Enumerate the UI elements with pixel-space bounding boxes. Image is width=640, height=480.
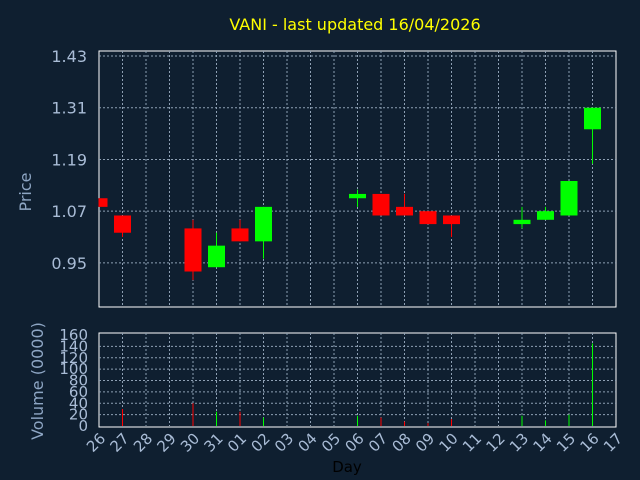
x-tick-label: 17 [600, 430, 626, 456]
x-tick-label: 14 [530, 430, 556, 456]
candle-body [184, 228, 202, 272]
x-tick-label: 30 [177, 430, 203, 456]
chart-title: VANI - last updated 16/04/2026 [229, 15, 480, 34]
x-tick-label: 04 [295, 430, 321, 456]
price-tick-label: 1.43 [51, 47, 87, 66]
candle-body [349, 193, 366, 199]
volume-tick-label: 80 [69, 372, 88, 390]
candle-body [396, 206, 413, 216]
x-tick-label: 29 [154, 430, 180, 456]
x-tick-label: 28 [130, 430, 156, 456]
volume-tick-label: 120 [59, 349, 88, 367]
candle-body [419, 211, 437, 225]
price-tick-label: 1.31 [51, 99, 87, 118]
candle-body [584, 107, 601, 130]
price-tick-label: 0.95 [51, 254, 87, 273]
volume-tick-label: 0 [78, 417, 88, 435]
volume-tick-label: 160 [59, 326, 88, 344]
candle-body [443, 215, 460, 225]
x-tick-label: 02 [248, 430, 274, 456]
x-tick-label: 09 [412, 430, 438, 456]
candle-body [114, 215, 131, 233]
x-tick-label: 03 [271, 430, 297, 456]
x-tick-label: 15 [553, 430, 579, 456]
volume-plot-frame [98, 332, 617, 428]
x-tick-label: 12 [483, 430, 509, 456]
price-tick-label: 1.07 [51, 202, 87, 221]
x-tick-label: 10 [436, 430, 462, 456]
volume-tick-label: 140 [59, 337, 88, 355]
candle-body [255, 206, 272, 242]
price-tick-label: 1.19 [51, 150, 87, 169]
candle-body [372, 193, 390, 216]
candle-body [99, 198, 108, 207]
candle-body [231, 228, 249, 242]
candle-body [513, 219, 531, 225]
candle-body [208, 245, 225, 268]
x-tick-label: 06 [342, 430, 368, 456]
x-tick-label: 07 [365, 430, 391, 456]
candle-body [537, 211, 554, 220]
x-tick-label: 31 [201, 430, 227, 456]
volume-axis-label: Volume (0000) [28, 322, 47, 440]
candle-body [560, 181, 578, 216]
volume-tick-label: 20 [69, 406, 88, 424]
price-panel: 0.95 1.07 1.19 1.31 1.43 [51, 47, 617, 308]
volume-tick-label: 60 [69, 383, 88, 401]
x-tick-label: 11 [459, 430, 485, 456]
x-tick-label: 05 [318, 430, 344, 456]
x-tick-label: 27 [107, 430, 133, 456]
x-tick-label: 16 [577, 430, 603, 456]
price-axis-label: Price [16, 172, 35, 211]
volume-tick-label: 100 [59, 360, 88, 378]
x-axis-label: Day [332, 458, 362, 476]
volume-tick-label: 40 [69, 394, 88, 412]
x-tick-label: 01 [224, 430, 250, 456]
x-tick-label: 08 [389, 430, 415, 456]
x-tick-labels: 2627282930310102030405060708091011121314… [83, 430, 626, 456]
x-tick-label: 13 [506, 430, 532, 456]
